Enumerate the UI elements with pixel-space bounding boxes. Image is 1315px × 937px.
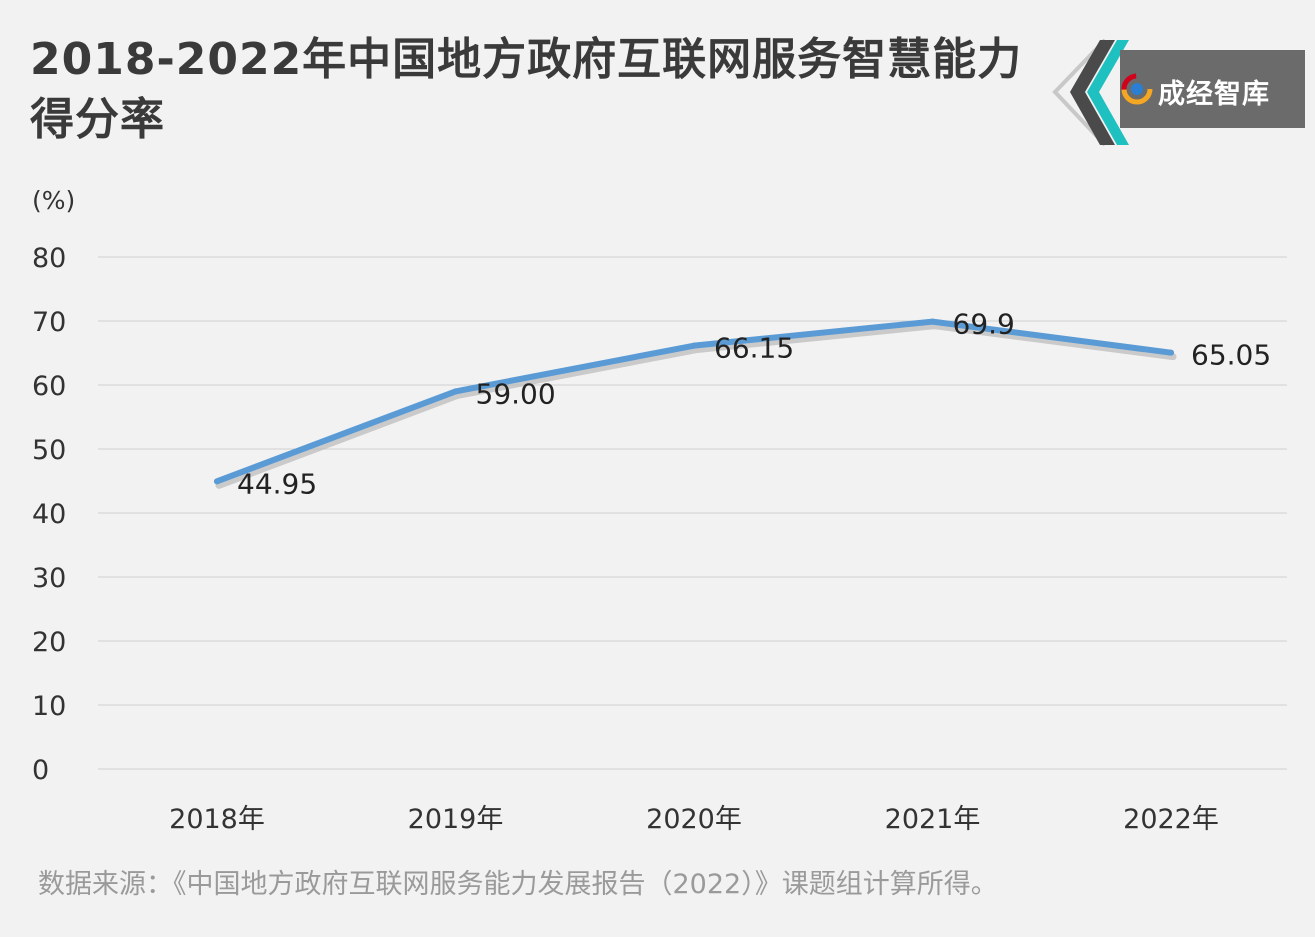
brand-logo: 成经智库 — [1045, 35, 1315, 150]
brand-name: 成经智库 — [1158, 79, 1270, 110]
y-tick-label: 0 — [32, 755, 49, 786]
data-label: 59.00 — [476, 377, 556, 410]
data-label: 69.9 — [953, 308, 1015, 341]
x-tick-label: 2021年 — [885, 804, 981, 835]
y-tick-label: 60 — [32, 371, 66, 402]
y-axis-unit-label: (%) — [32, 186, 75, 215]
data-point — [929, 318, 936, 325]
data-label: 65.05 — [1191, 339, 1271, 372]
data-point — [691, 342, 697, 349]
y-tick-label: 70 — [32, 307, 66, 338]
y-tick-label: 50 — [32, 435, 66, 466]
x-tick-label: 2020年 — [646, 804, 742, 835]
data-point — [452, 388, 459, 395]
y-tick-label: 40 — [32, 499, 66, 530]
logo-chevron-icon — [1052, 38, 1129, 147]
swirl-logo-icon — [1121, 73, 1153, 105]
data-label: 66.15 — [714, 332, 794, 365]
x-tick-label: 2022年 — [1123, 804, 1219, 835]
y-tick-label: 30 — [32, 563, 66, 594]
y-tick-label: 10 — [32, 691, 66, 722]
x-tick-label: 2019年 — [408, 804, 504, 835]
y-tick-label: 80 — [32, 243, 66, 274]
source-note: 数据来源：《中国地方政府互联网服务能力发展报告（2022）》课题组计算所得。 — [38, 869, 998, 900]
x-tick-label: 2018年 — [169, 804, 265, 835]
chart-title: 2018-2022年中国地方政府互联网服务智慧能力得分率 — [30, 34, 1023, 145]
series-line-shadow — [215, 322, 1177, 489]
data-point — [214, 478, 220, 485]
data-point — [1168, 349, 1174, 356]
y-tick-label: 20 — [32, 627, 66, 658]
data-label: 44.95 — [237, 467, 317, 500]
